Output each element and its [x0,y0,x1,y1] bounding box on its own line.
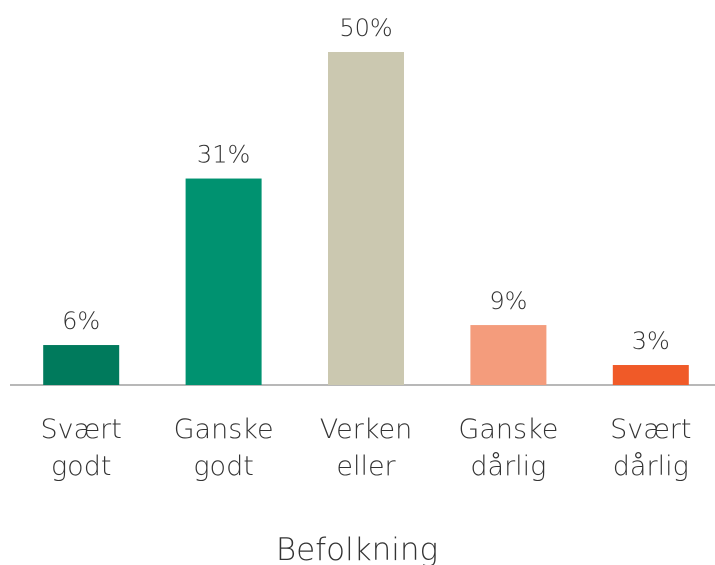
value-label: 31% [197,141,250,169]
bar [328,52,404,385]
bar [470,325,547,385]
value-label: 3% [632,327,670,355]
x-tick-label: Verken eller [320,414,412,482]
x-tick-label: Ganske dårlig [458,414,558,482]
bar [43,345,120,385]
x-tick-label: Svært godt [41,414,122,482]
bar [612,365,689,385]
value-label: 50% [339,14,392,42]
x-axis-label: Befolkning [276,532,438,565]
value-label: 9% [489,287,527,315]
x-tick-label: Svært dårlig [610,414,691,482]
value-label: 6% [62,307,100,335]
bar [185,178,262,385]
x-tick-label: Ganske godt [174,414,274,482]
